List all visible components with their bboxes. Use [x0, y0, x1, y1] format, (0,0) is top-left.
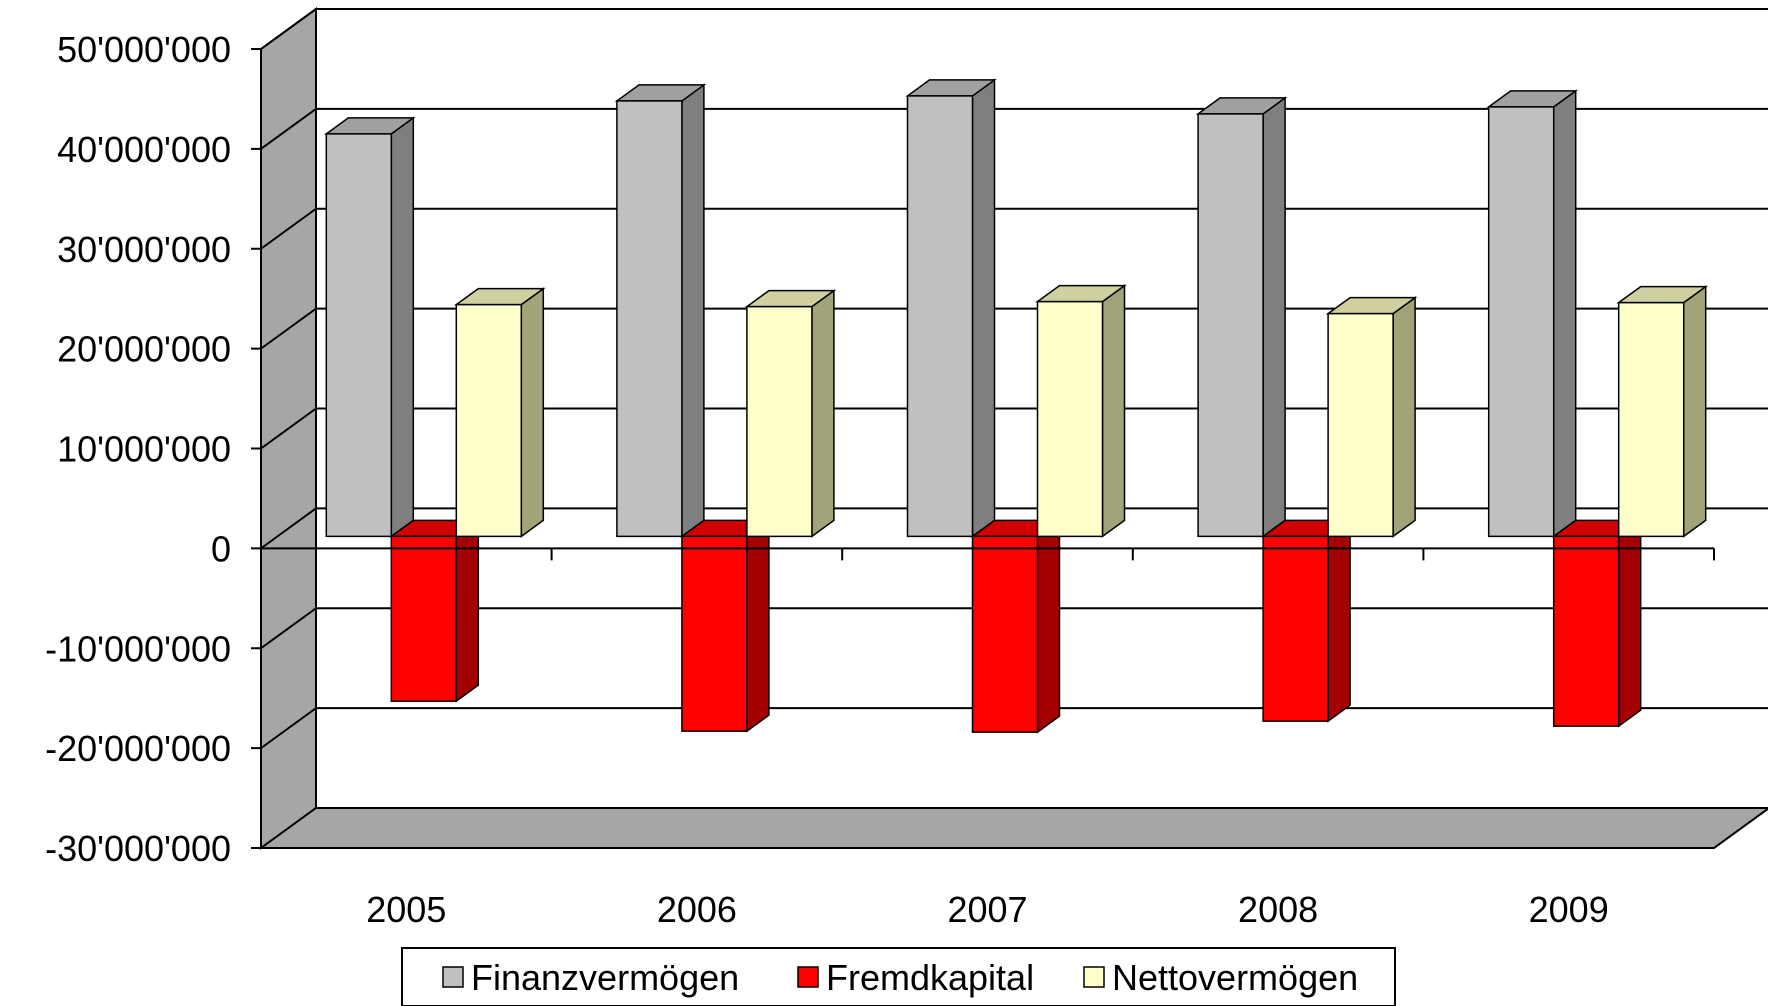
y-tick-label: -30'000'000	[45, 828, 231, 869]
bar-Fremdkapital-2008	[1260, 518, 1353, 723]
bar-Fremdkapital-2006	[679, 518, 772, 733]
x-tick-label: 2007	[947, 889, 1027, 930]
bar-side	[520, 287, 545, 538]
bar-Fremdkapital-2009	[1551, 518, 1644, 728]
y-tick-label: -10'000'000	[45, 628, 231, 669]
y-tick-label: 30'000'000	[57, 229, 231, 270]
axes	[251, 48, 1715, 849]
bar-front	[616, 100, 683, 538]
bars	[323, 78, 1709, 734]
bar-Finanzvermögen-2006	[614, 83, 707, 538]
legend-swatch	[1083, 966, 1105, 988]
legend: Finanzvermögen Fremdkapital Nettovermögen	[401, 947, 1396, 1006]
y-tick-label: -20'000'000	[45, 728, 231, 769]
legend-swatch	[442, 966, 464, 988]
bar-Finanzvermögen-2005	[323, 116, 416, 538]
bar-front	[681, 535, 748, 732]
y-tick-label: 50'000'000	[57, 29, 231, 70]
bar-front	[906, 95, 974, 538]
bar-side	[1392, 296, 1416, 538]
bar-front	[1617, 301, 1685, 538]
x-tick-label: 2009	[1529, 889, 1609, 930]
gridline-side	[260, 8, 317, 50]
bar-side	[1327, 518, 1351, 723]
gridline-side	[260, 507, 317, 550]
bar-Finanzvermögen-2009	[1486, 89, 1579, 538]
bar-Nettovermögen-2009	[1616, 285, 1709, 538]
bar-side	[1101, 284, 1126, 538]
bar-Nettovermögen-2005	[453, 287, 546, 538]
bar-front	[390, 535, 458, 702]
gridline-side	[260, 707, 317, 749]
gridline-side	[260, 607, 317, 650]
bar-side	[390, 116, 415, 538]
bar-side	[1036, 518, 1061, 734]
y-tick-label: 0	[211, 528, 231, 569]
y-tick-label: 20'000'000	[57, 329, 231, 370]
bar-front	[1197, 113, 1264, 538]
bar-side	[1552, 89, 1577, 538]
bar-side	[746, 518, 770, 733]
gridline-side	[260, 207, 317, 250]
bar-front	[455, 303, 523, 538]
bar-Nettovermögen-2007	[1035, 284, 1127, 538]
bar-Fremdkapital-2007	[970, 518, 1062, 734]
gridline-side	[260, 307, 317, 350]
bar-front	[1552, 535, 1620, 727]
bar-front	[1036, 300, 1104, 538]
y-tick-label: 10'000'000	[57, 429, 231, 470]
floor	[257, 807, 1768, 849]
bar-side	[971, 78, 996, 538]
legend-swatch	[797, 966, 819, 988]
x-tick-label: 2008	[1238, 889, 1318, 930]
legend-label: Fremdkapital	[826, 957, 1034, 998]
bar-side	[811, 289, 835, 538]
bar-side	[1682, 285, 1707, 538]
bar-Nettovermögen-2006	[744, 289, 837, 538]
bar-side	[1617, 518, 1642, 728]
bar-front	[325, 133, 393, 538]
bar-front	[1327, 312, 1394, 538]
x-tick-label: 2006	[657, 889, 737, 930]
gridline-side	[260, 407, 317, 450]
bar-front	[746, 305, 813, 538]
y-axis-tick-labels: 50'000'000 40'000'000 30'000'000 20'000'000…	[45, 29, 231, 869]
bar-Nettovermögen-2008	[1325, 296, 1418, 538]
legend-label: Finanzvermögen	[471, 957, 739, 998]
x-axis-tick-labels: 2005 2006 2007 2008 2009	[366, 889, 1608, 930]
legend-box	[401, 947, 1396, 1006]
x-tick-label: 2005	[366, 889, 446, 930]
bar-front	[1262, 535, 1329, 722]
y-tick-label: 40'000'000	[57, 129, 231, 170]
bar-side	[1262, 96, 1286, 538]
bar-front	[971, 535, 1039, 733]
gridline-side	[260, 108, 317, 150]
legend-label: Nettovermögen	[1112, 957, 1358, 998]
bar-front	[1487, 106, 1555, 538]
bar-Finanzvermögen-2007	[905, 78, 997, 538]
bar-side	[681, 83, 705, 538]
bar-Finanzvermögen-2008	[1195, 96, 1288, 538]
